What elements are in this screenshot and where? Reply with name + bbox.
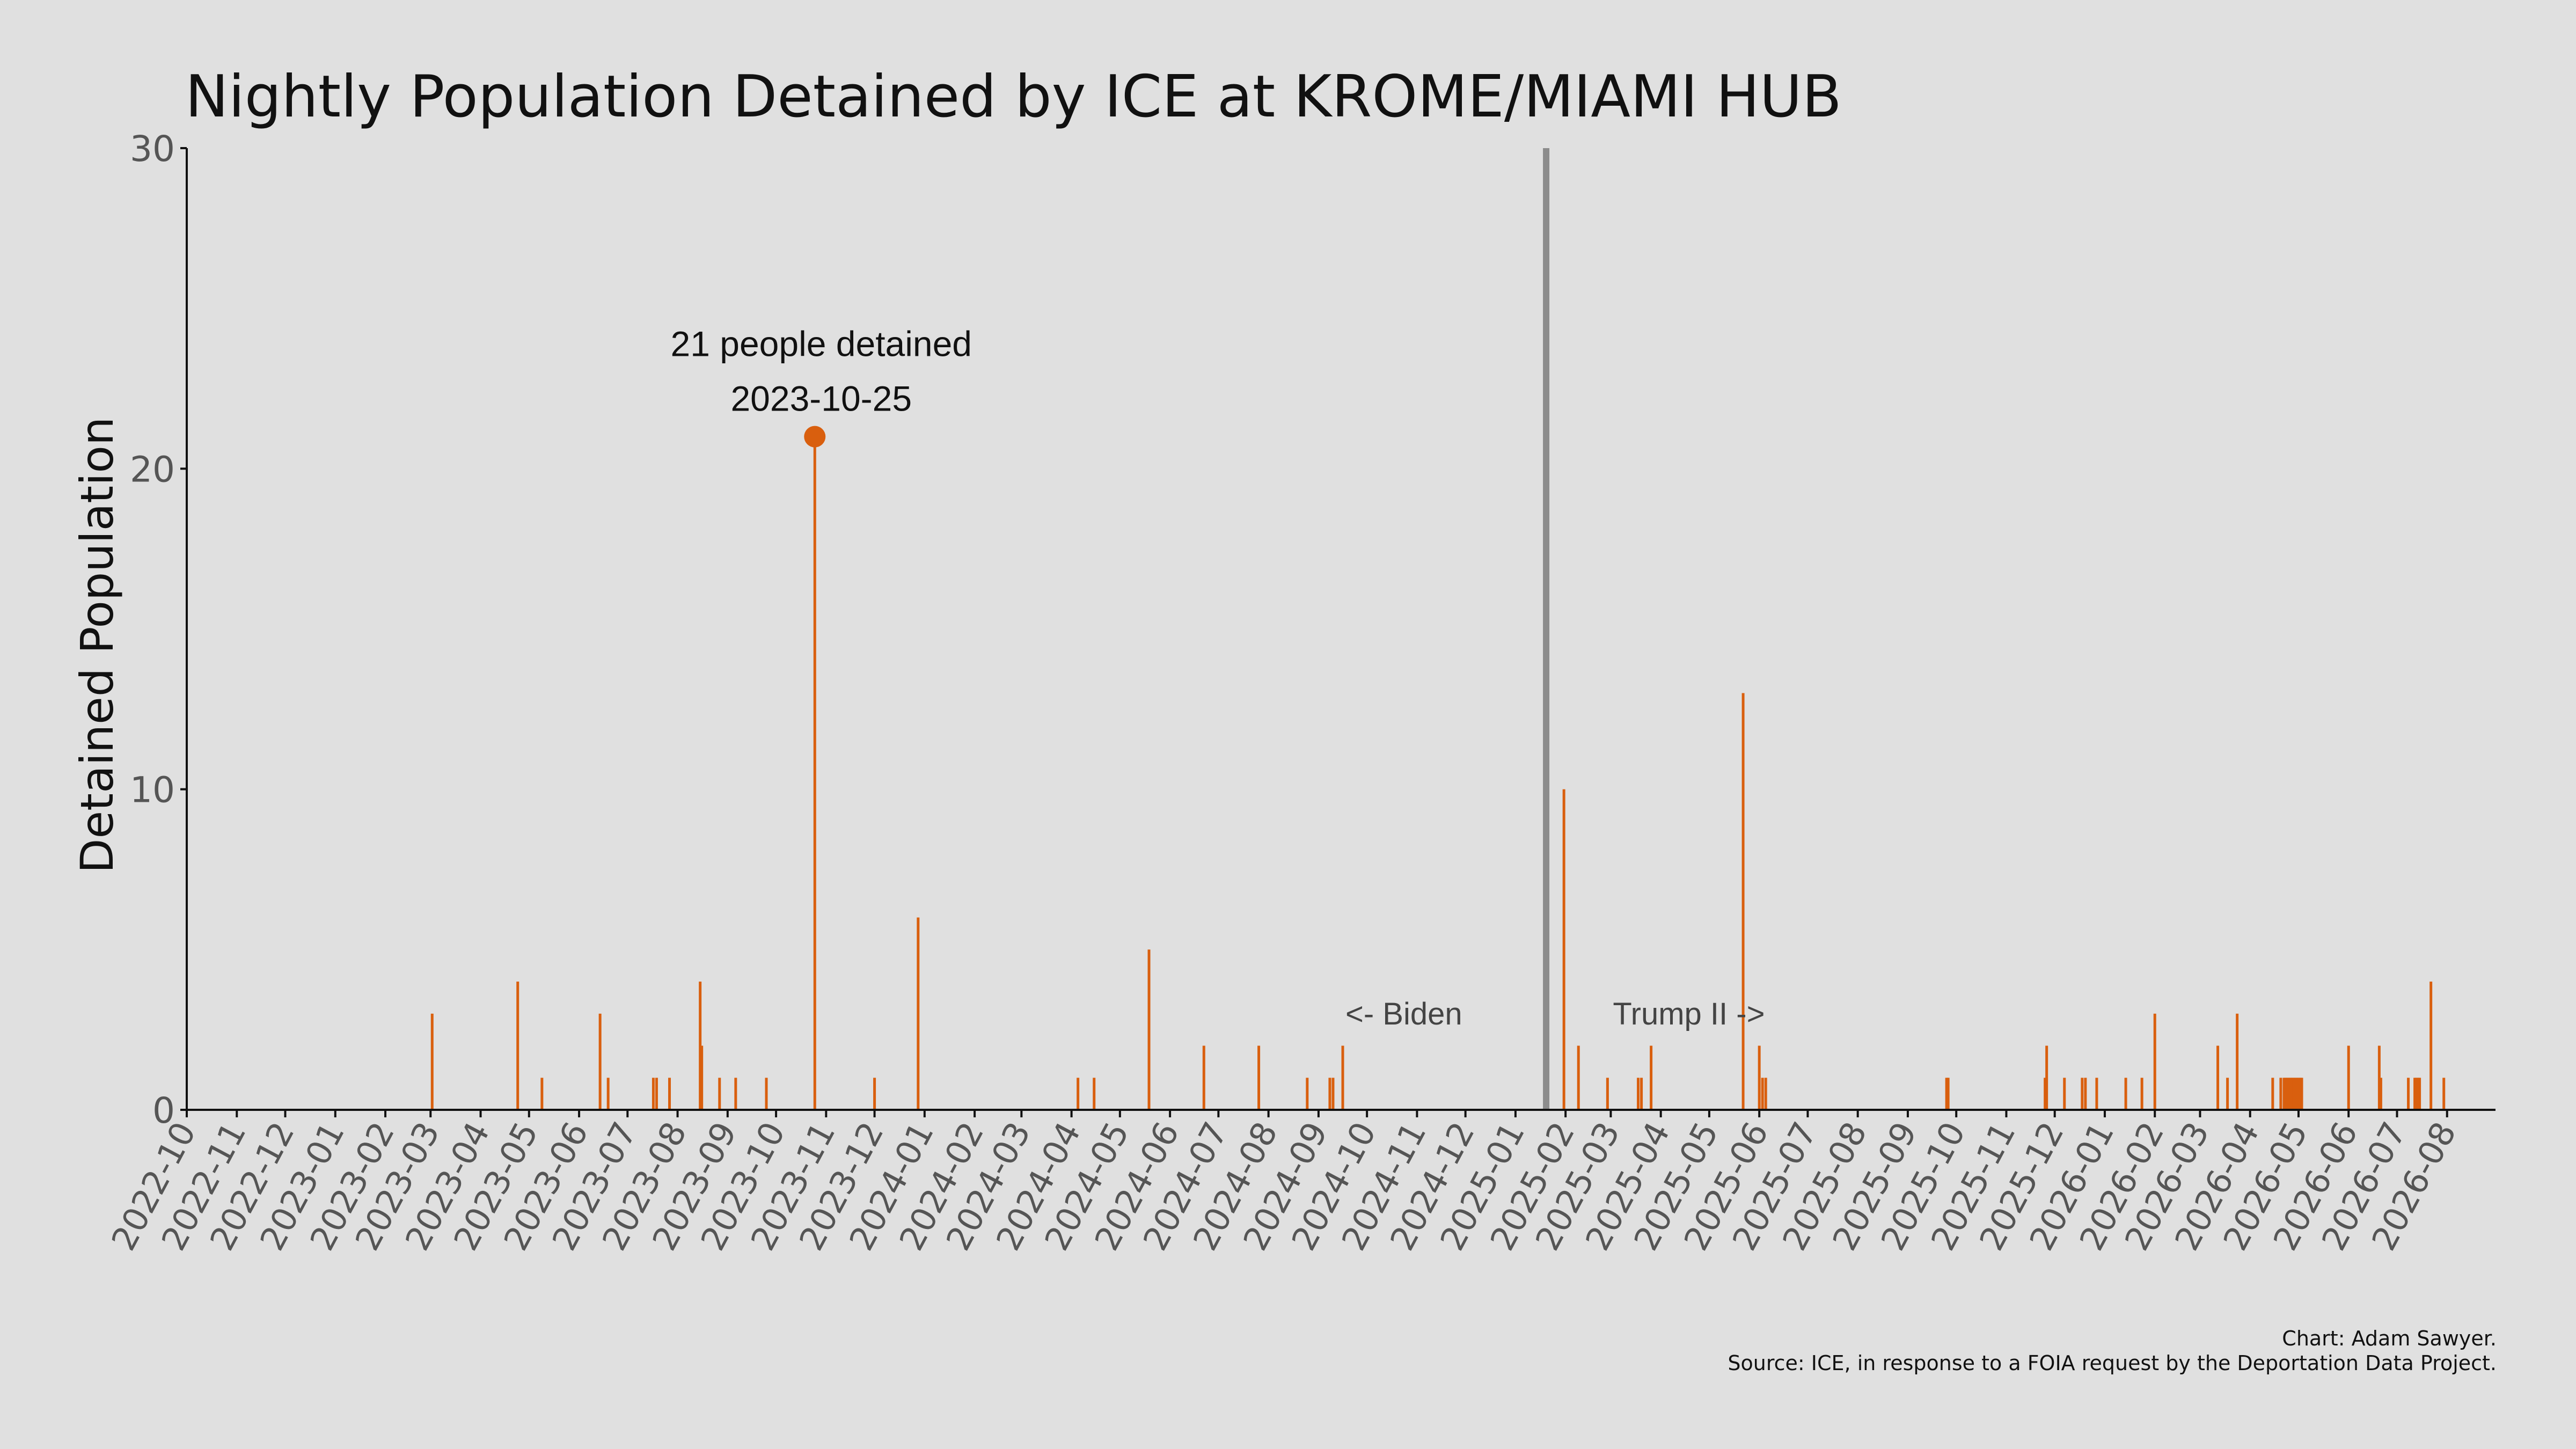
bar — [1761, 1078, 1764, 1110]
bar — [1945, 1078, 1948, 1110]
bar — [765, 1078, 768, 1110]
bar — [606, 1078, 610, 1110]
bar — [430, 1013, 434, 1110]
highlight-point — [804, 426, 826, 448]
bar — [2417, 1078, 2420, 1110]
bar — [2140, 1078, 2143, 1110]
annotation-trump: Trump II -> — [1613, 997, 1765, 1031]
bar — [2063, 1078, 2066, 1110]
bar — [1147, 949, 1151, 1110]
bar — [2081, 1078, 2084, 1110]
bar — [1093, 1078, 1096, 1110]
bar — [1650, 1045, 1653, 1110]
bar — [813, 436, 816, 1110]
bar — [1577, 1045, 1580, 1110]
credit-source: Source: ICE, in response to a FOIA reque… — [1728, 1351, 2497, 1375]
bar — [2045, 1045, 2048, 1110]
bar — [2287, 1078, 2290, 1110]
bar — [2347, 1045, 2350, 1110]
bar — [1077, 1078, 1080, 1110]
bar — [598, 1013, 602, 1110]
bar — [2282, 1078, 2286, 1110]
y-tick-label: 30 — [130, 128, 175, 170]
bar — [1306, 1078, 1309, 1110]
bar — [2292, 1078, 2295, 1110]
bar-series — [430, 148, 2446, 1110]
bar — [1637, 1078, 1640, 1110]
bar — [699, 982, 702, 1110]
bar — [1331, 1078, 1335, 1110]
bar — [2236, 1013, 2239, 1110]
bar — [734, 1078, 737, 1110]
bar — [1257, 1045, 1261, 1110]
bar — [2429, 982, 2433, 1110]
bar — [873, 1078, 876, 1110]
bar — [1202, 1045, 1205, 1110]
bar — [1328, 1078, 1331, 1110]
bar — [2377, 1045, 2381, 1110]
bar — [655, 1078, 658, 1110]
bar — [1341, 1045, 1344, 1110]
bar — [2084, 1078, 2087, 1110]
bar — [516, 982, 519, 1110]
bar — [2286, 1078, 2289, 1110]
bar — [2044, 1078, 2047, 1110]
bar — [2294, 1078, 2297, 1110]
bar — [652, 1078, 655, 1110]
bar — [2289, 1078, 2292, 1110]
bar — [1758, 1045, 1761, 1110]
bar — [718, 1078, 721, 1110]
chart-title: Nightly Population Detained by ICE at KR… — [185, 63, 1842, 130]
bar — [700, 1045, 704, 1110]
y-tick-label: 0 — [152, 1090, 175, 1131]
bar — [1741, 693, 1745, 1110]
divider-line — [1543, 148, 1550, 1110]
annotation-biden: <- Biden — [1345, 997, 1462, 1031]
bar — [2095, 1078, 2098, 1110]
bar — [2379, 1078, 2382, 1110]
bar — [2226, 1078, 2229, 1110]
bar — [1640, 1078, 1643, 1110]
bar — [2442, 1078, 2446, 1110]
highlight-label-date: 2023-10-25 — [730, 379, 912, 419]
bar — [1562, 789, 1565, 1110]
y-axis-label: Detained Population — [71, 417, 123, 873]
bar — [2299, 1078, 2302, 1110]
credit-chart-by: Chart: Adam Sawyer. — [2282, 1327, 2497, 1350]
bar — [2297, 1078, 2300, 1110]
bar — [2418, 1078, 2421, 1110]
bar — [2153, 1013, 2156, 1110]
bar — [2295, 1078, 2299, 1110]
bar — [1606, 1078, 1609, 1110]
bar — [917, 917, 920, 1110]
bar — [2271, 1078, 2274, 1110]
bar — [2415, 1078, 2418, 1110]
bar — [1946, 1078, 1950, 1110]
y-tick-label: 10 — [130, 770, 175, 811]
bar — [1764, 1078, 1767, 1110]
bar — [2279, 1078, 2282, 1110]
annotations: 21 people detained 2023-10-25 <- Biden Trum… — [671, 324, 1765, 1031]
bar — [540, 1078, 544, 1110]
bar — [2413, 1078, 2417, 1110]
bar — [2124, 1078, 2127, 1110]
highlight-label-count: 21 people detained — [671, 324, 972, 364]
bar — [2216, 1045, 2220, 1110]
bar — [2407, 1078, 2410, 1110]
bar — [2300, 1078, 2303, 1110]
bar — [668, 1078, 671, 1110]
bar — [2290, 1078, 2294, 1110]
bar — [2284, 1078, 2287, 1110]
y-tick-label: 20 — [130, 449, 175, 490]
